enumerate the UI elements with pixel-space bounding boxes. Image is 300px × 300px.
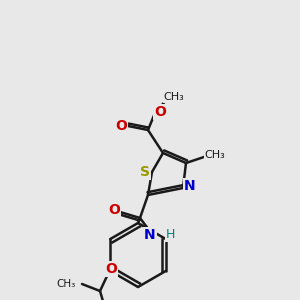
- Text: N: N: [144, 228, 156, 242]
- Text: CH₃: CH₃: [164, 92, 184, 102]
- Text: N: N: [184, 179, 196, 193]
- Text: H: H: [165, 229, 175, 242]
- Text: O: O: [105, 262, 117, 276]
- Text: CH₃: CH₃: [57, 279, 76, 289]
- Text: O: O: [115, 119, 127, 133]
- Text: O: O: [108, 203, 120, 217]
- Text: CH₃: CH₃: [205, 150, 225, 160]
- Text: O: O: [154, 105, 166, 119]
- Text: S: S: [140, 165, 150, 179]
